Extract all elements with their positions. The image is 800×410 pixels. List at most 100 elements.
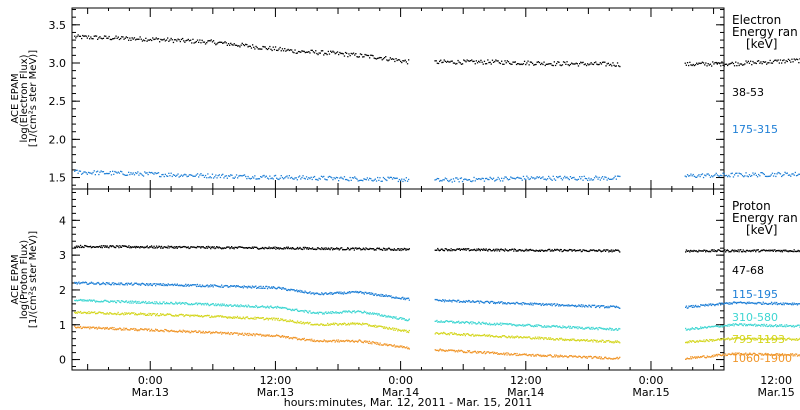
- data-point: [438, 249, 440, 251]
- data-point: [472, 321, 474, 323]
- data-point: [491, 300, 493, 303]
- data-point: [569, 63, 572, 66]
- data-point: [284, 319, 286, 322]
- data-point: [253, 318, 255, 320]
- data-point: [384, 314, 386, 317]
- data-point: [320, 311, 322, 314]
- data-point: [497, 323, 499, 325]
- data-point: [768, 249, 770, 251]
- data-point: [452, 333, 454, 335]
- data-point: [498, 336, 501, 338]
- data-point: [770, 325, 772, 328]
- data-point: [560, 337, 562, 339]
- data-point: [705, 62, 707, 64]
- data-point: [786, 303, 788, 305]
- data-point: [718, 302, 720, 305]
- data-point: [91, 173, 93, 175]
- data-point: [170, 284, 173, 286]
- data-point: [585, 327, 587, 329]
- data-point: [287, 246, 289, 248]
- data-point: [443, 59, 445, 61]
- data-point: [759, 337, 761, 340]
- data-point: [301, 50, 303, 52]
- data-point: [203, 315, 205, 317]
- data-point: [537, 303, 539, 305]
- data-point: [213, 284, 215, 286]
- data-point: [397, 318, 399, 320]
- data-point: [481, 301, 483, 303]
- data-point: [198, 303, 200, 305]
- data-point: [373, 312, 375, 314]
- data-point: [528, 249, 531, 251]
- data-point: [448, 320, 451, 323]
- data-point: [363, 248, 365, 250]
- data-point: [705, 303, 707, 306]
- data-point: [487, 59, 489, 61]
- data-point: [95, 171, 98, 173]
- data-point: [109, 245, 111, 247]
- data-point: [107, 313, 109, 315]
- data-point: [466, 333, 468, 335]
- data-point: [717, 304, 719, 306]
- data-point: [544, 178, 546, 180]
- data-point: [759, 250, 761, 253]
- data-point: [286, 247, 289, 250]
- data-point: [483, 322, 485, 325]
- data-point: [720, 174, 722, 176]
- data-point: [322, 294, 325, 296]
- data-point: [318, 311, 320, 313]
- data-point: [308, 177, 310, 179]
- data-point: [469, 301, 471, 303]
- data-point: [110, 313, 113, 315]
- data-point: [149, 284, 151, 286]
- data-point: [601, 61, 604, 63]
- data-point: [695, 341, 697, 343]
- data-point: [614, 249, 617, 251]
- data-point: [84, 326, 87, 328]
- data-point: [483, 302, 485, 304]
- data-point: [711, 325, 713, 328]
- data-point: [387, 328, 389, 330]
- data-point: [760, 323, 763, 326]
- data-point: [100, 327, 102, 329]
- data-point: [745, 60, 747, 62]
- data-point: [231, 317, 234, 319]
- data-point: [397, 330, 399, 332]
- data-point: [288, 308, 290, 310]
- data-point: [490, 63, 492, 65]
- data-point: [444, 299, 446, 301]
- data-point: [178, 302, 180, 304]
- series-1060-1900: [74, 325, 800, 360]
- data-point: [552, 250, 554, 252]
- data-point: [744, 63, 746, 65]
- data-point: [786, 302, 789, 305]
- data-point: [86, 299, 88, 301]
- data-point: [285, 307, 287, 309]
- data-point: [756, 339, 759, 341]
- data-point: [744, 302, 746, 304]
- data-point: [381, 326, 383, 328]
- data-point: [375, 293, 377, 295]
- data-point: [111, 245, 113, 247]
- data-point: [500, 248, 502, 250]
- data-point: [402, 329, 404, 331]
- data-point: [559, 248, 562, 251]
- data-point: [116, 283, 118, 285]
- data-point: [484, 323, 486, 325]
- data-point: [789, 59, 791, 62]
- data-point: [274, 246, 276, 248]
- series-175-315: [74, 169, 800, 183]
- data-point: [567, 64, 569, 66]
- data-point: [109, 283, 111, 285]
- data-point: [577, 339, 579, 341]
- data-point: [128, 39, 130, 41]
- data-point: [758, 173, 760, 176]
- data-point: [311, 312, 313, 314]
- data-point: [321, 292, 323, 294]
- data-point: [542, 63, 544, 66]
- data-point: [273, 48, 276, 51]
- data-point: [264, 176, 266, 178]
- data-point: [482, 334, 484, 337]
- data-point: [138, 300, 140, 303]
- data-point: [475, 178, 477, 180]
